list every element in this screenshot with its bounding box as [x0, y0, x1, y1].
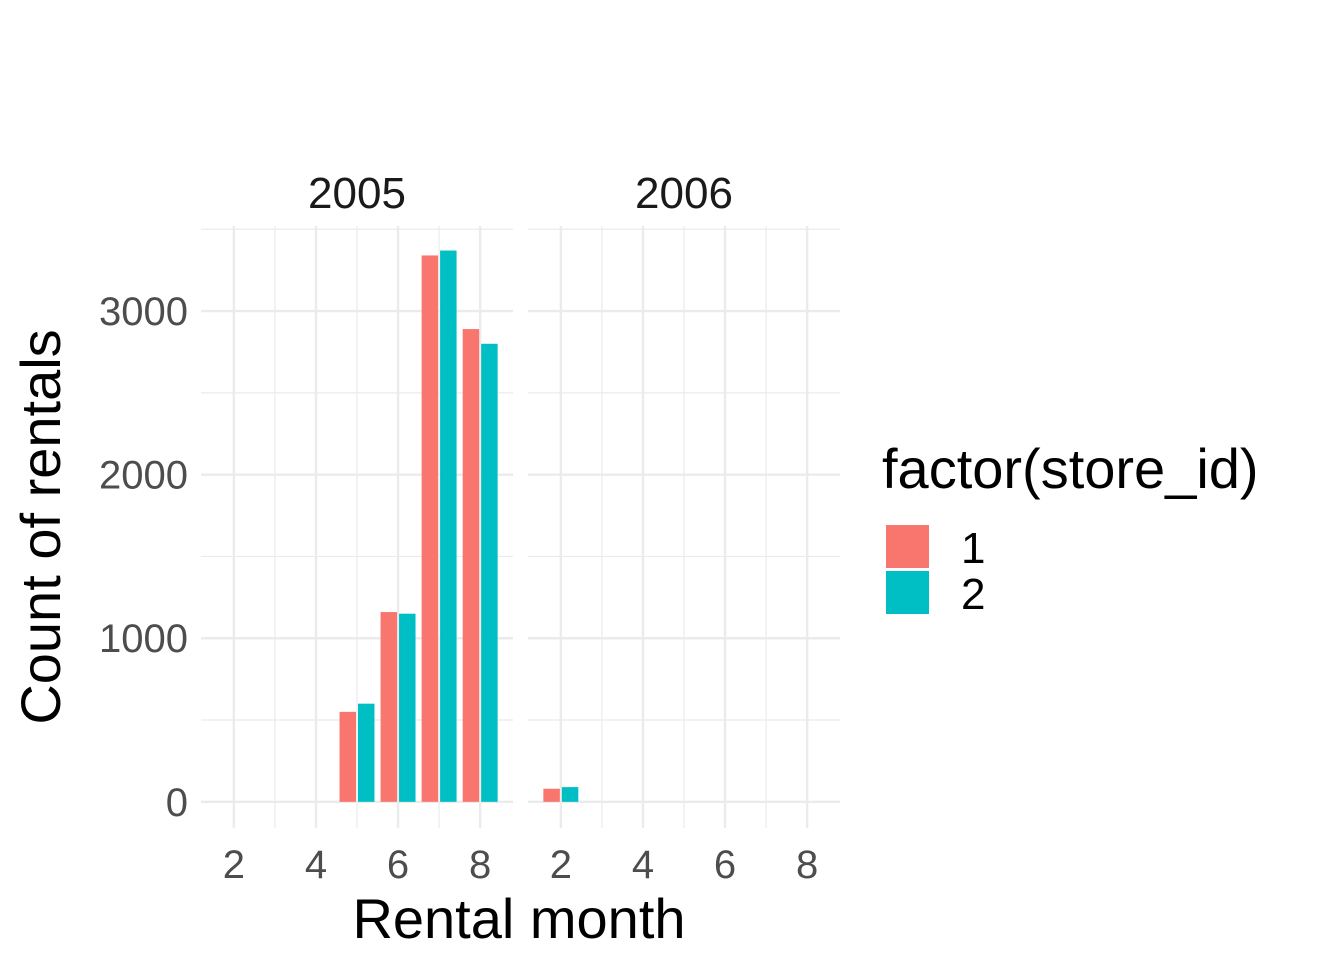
bar-2005-month-8-store-2 [481, 343, 498, 802]
y-tick-label: 3000 [99, 290, 188, 334]
legend-key-1 [886, 525, 929, 568]
y-tick-label: 0 [166, 781, 188, 825]
bar-2005-month-7-store-1 [421, 255, 439, 802]
x-tick-label: 6 [714, 843, 736, 887]
x-tick-label: 2 [550, 843, 572, 887]
facet-panel-2005: 2005 [201, 169, 513, 828]
legend-key-2 [886, 571, 929, 614]
x-tick-label: 8 [796, 843, 818, 887]
x-tick-label: 8 [469, 843, 491, 887]
y-axis-title: Count of rentals [9, 329, 72, 724]
facet-panel-2006: 2006 [528, 169, 840, 828]
legend-label-2: 2 [961, 570, 985, 619]
x-tick-label: 2 [223, 843, 245, 887]
bar-2006-month-2-store-2 [561, 787, 579, 802]
legend-title: factor(store_id) [882, 437, 1259, 500]
x-axis-title: Rental month [352, 887, 685, 950]
bar-2006-month-2-store-1 [543, 788, 560, 802]
bar-2005-month-8-store-1 [462, 329, 480, 802]
facet-strip-label: 2006 [635, 169, 733, 218]
bar-2005-month-6-store-1 [380, 612, 398, 802]
bar-2005-month-5-store-2 [358, 703, 375, 802]
bar-2005-month-6-store-2 [399, 613, 416, 802]
y-tick-label: 1000 [99, 617, 188, 661]
axes: 2 4 6 8 2 4 6 8 0 1000 2000 3000 [99, 290, 818, 887]
facet-panels: 2005 2006 [201, 169, 840, 828]
x-tick-label: 6 [387, 843, 409, 887]
legend-label-1: 1 [961, 524, 985, 573]
legend: factor(store_id) 12 [882, 437, 1259, 619]
y-tick-label: 2000 [99, 454, 188, 498]
bar-2005-month-7-store-2 [440, 250, 457, 802]
bar-2005-month-5-store-1 [339, 711, 356, 802]
facet-strip-label: 2005 [308, 169, 406, 218]
x-tick-label: 4 [632, 843, 654, 887]
x-tick-label: 4 [305, 843, 327, 887]
